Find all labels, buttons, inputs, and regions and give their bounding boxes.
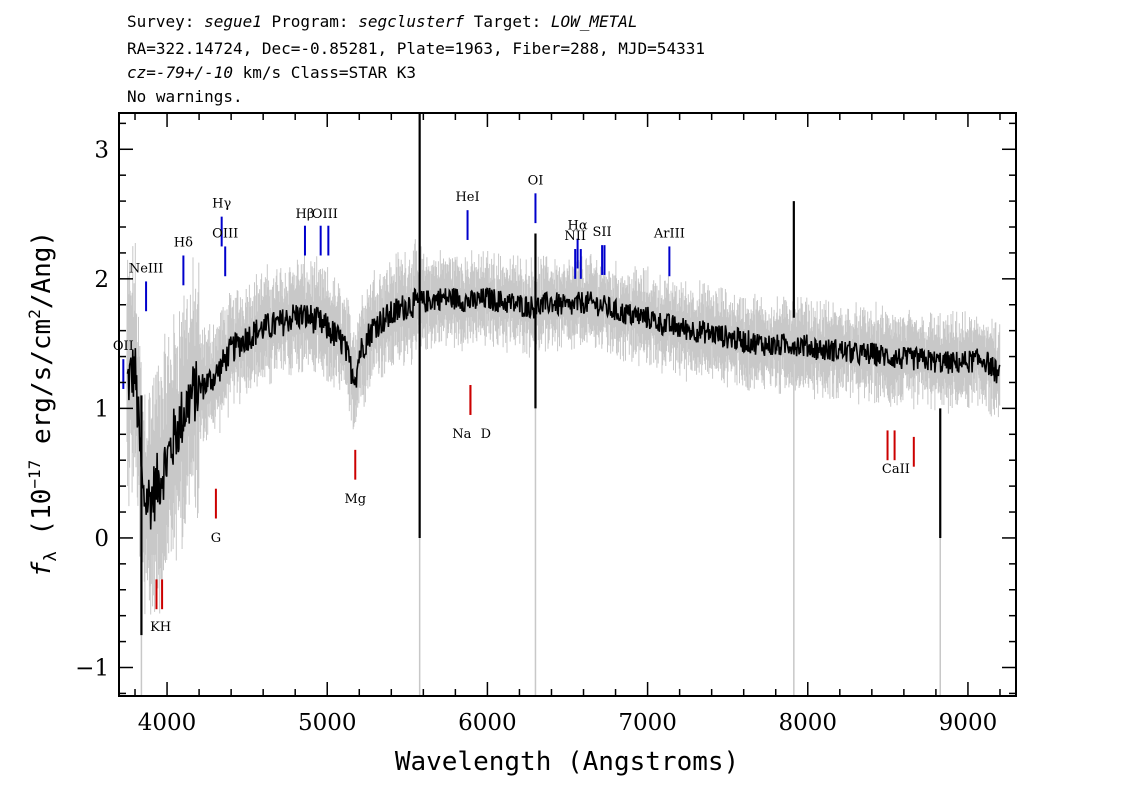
emission-label: Hα <box>568 219 588 234</box>
x-axis-title: Wavelength (Angstroms) <box>395 747 739 777</box>
header-survey-part-3: segclusterf <box>358 12 464 31</box>
absorption-label: Na <box>452 427 471 442</box>
flux-line <box>126 287 1001 530</box>
absorption-label: CaII <box>882 462 910 477</box>
absorption-label: H <box>160 620 171 635</box>
x-tick-label: 5000 <box>298 710 357 736</box>
flux-series <box>126 113 1001 636</box>
header-survey-part-1: segue1 <box>204 12 262 31</box>
absorption-label: G <box>211 531 221 546</box>
y-tick-label: 2 <box>94 267 109 293</box>
y-tick-label: −1 <box>75 655 109 681</box>
emission-label: OIII <box>312 207 338 222</box>
absorption-label: K <box>150 620 160 635</box>
error-band <box>126 239 1001 696</box>
header-survey-part-5: LOW_METAL <box>551 12 638 31</box>
header-survey-part-0: Survey: <box>127 12 204 31</box>
header-line-survey: Survey: segue1 Program: segclusterf Targ… <box>127 12 638 31</box>
x-tick-label: 4000 <box>138 710 197 736</box>
x-tick-label: 8000 <box>778 710 837 736</box>
absorption-label: Mg <box>344 492 366 507</box>
x-tick-label: 9000 <box>939 710 998 736</box>
emission-label: NII <box>564 229 586 244</box>
axis-ticks: 4000 5000 6000 7000 8000 9000 −1 0 1 2 3 <box>75 113 1016 736</box>
y-tick-label: 1 <box>94 396 109 422</box>
header-survey-part-2: Program: <box>262 12 358 31</box>
header-redshift-part-0: cz=-79+/-10 <box>127 63 233 82</box>
header-line-coordinates: RA=322.14724, Dec=-0.85281, Plate=1963, … <box>127 39 705 58</box>
y-axis-title: fλ (10−17 erg/s/cm2/Ang) <box>25 231 61 577</box>
emission-label: NeIII <box>129 261 163 276</box>
emission-label: OII <box>113 339 134 354</box>
x-tick-label: 6000 <box>458 710 517 736</box>
header-line-redshift-class: cz=-79+/-10 km/s Class=STAR K3 <box>127 63 416 82</box>
absorption-label: D <box>481 427 491 442</box>
emission-label: OI <box>528 173 544 188</box>
header-line-warnings: No warnings. <box>127 87 243 106</box>
emission-label: ArIII <box>653 226 685 241</box>
y-tick-label: 3 <box>94 137 109 163</box>
emission-label: OIII <box>212 226 238 241</box>
emission-label: Hδ <box>174 235 193 250</box>
svg-text:fλ (10−17 erg/s/cm2/Ang): fλ (10−17 erg/s/cm2/Ang) <box>25 231 61 577</box>
emission-label: Hγ <box>212 197 231 212</box>
header-survey-part-4: Target: <box>464 12 551 31</box>
header-redshift-part-1: km/s Class=STAR K3 <box>233 63 416 82</box>
emission-label: Hβ <box>296 207 315 222</box>
x-tick-label: 7000 <box>618 710 677 736</box>
emission-label: HeI <box>455 190 479 205</box>
plot-frame <box>118 112 1017 697</box>
y-tick-label: 0 <box>94 526 109 552</box>
emission-label: SII <box>593 225 612 240</box>
